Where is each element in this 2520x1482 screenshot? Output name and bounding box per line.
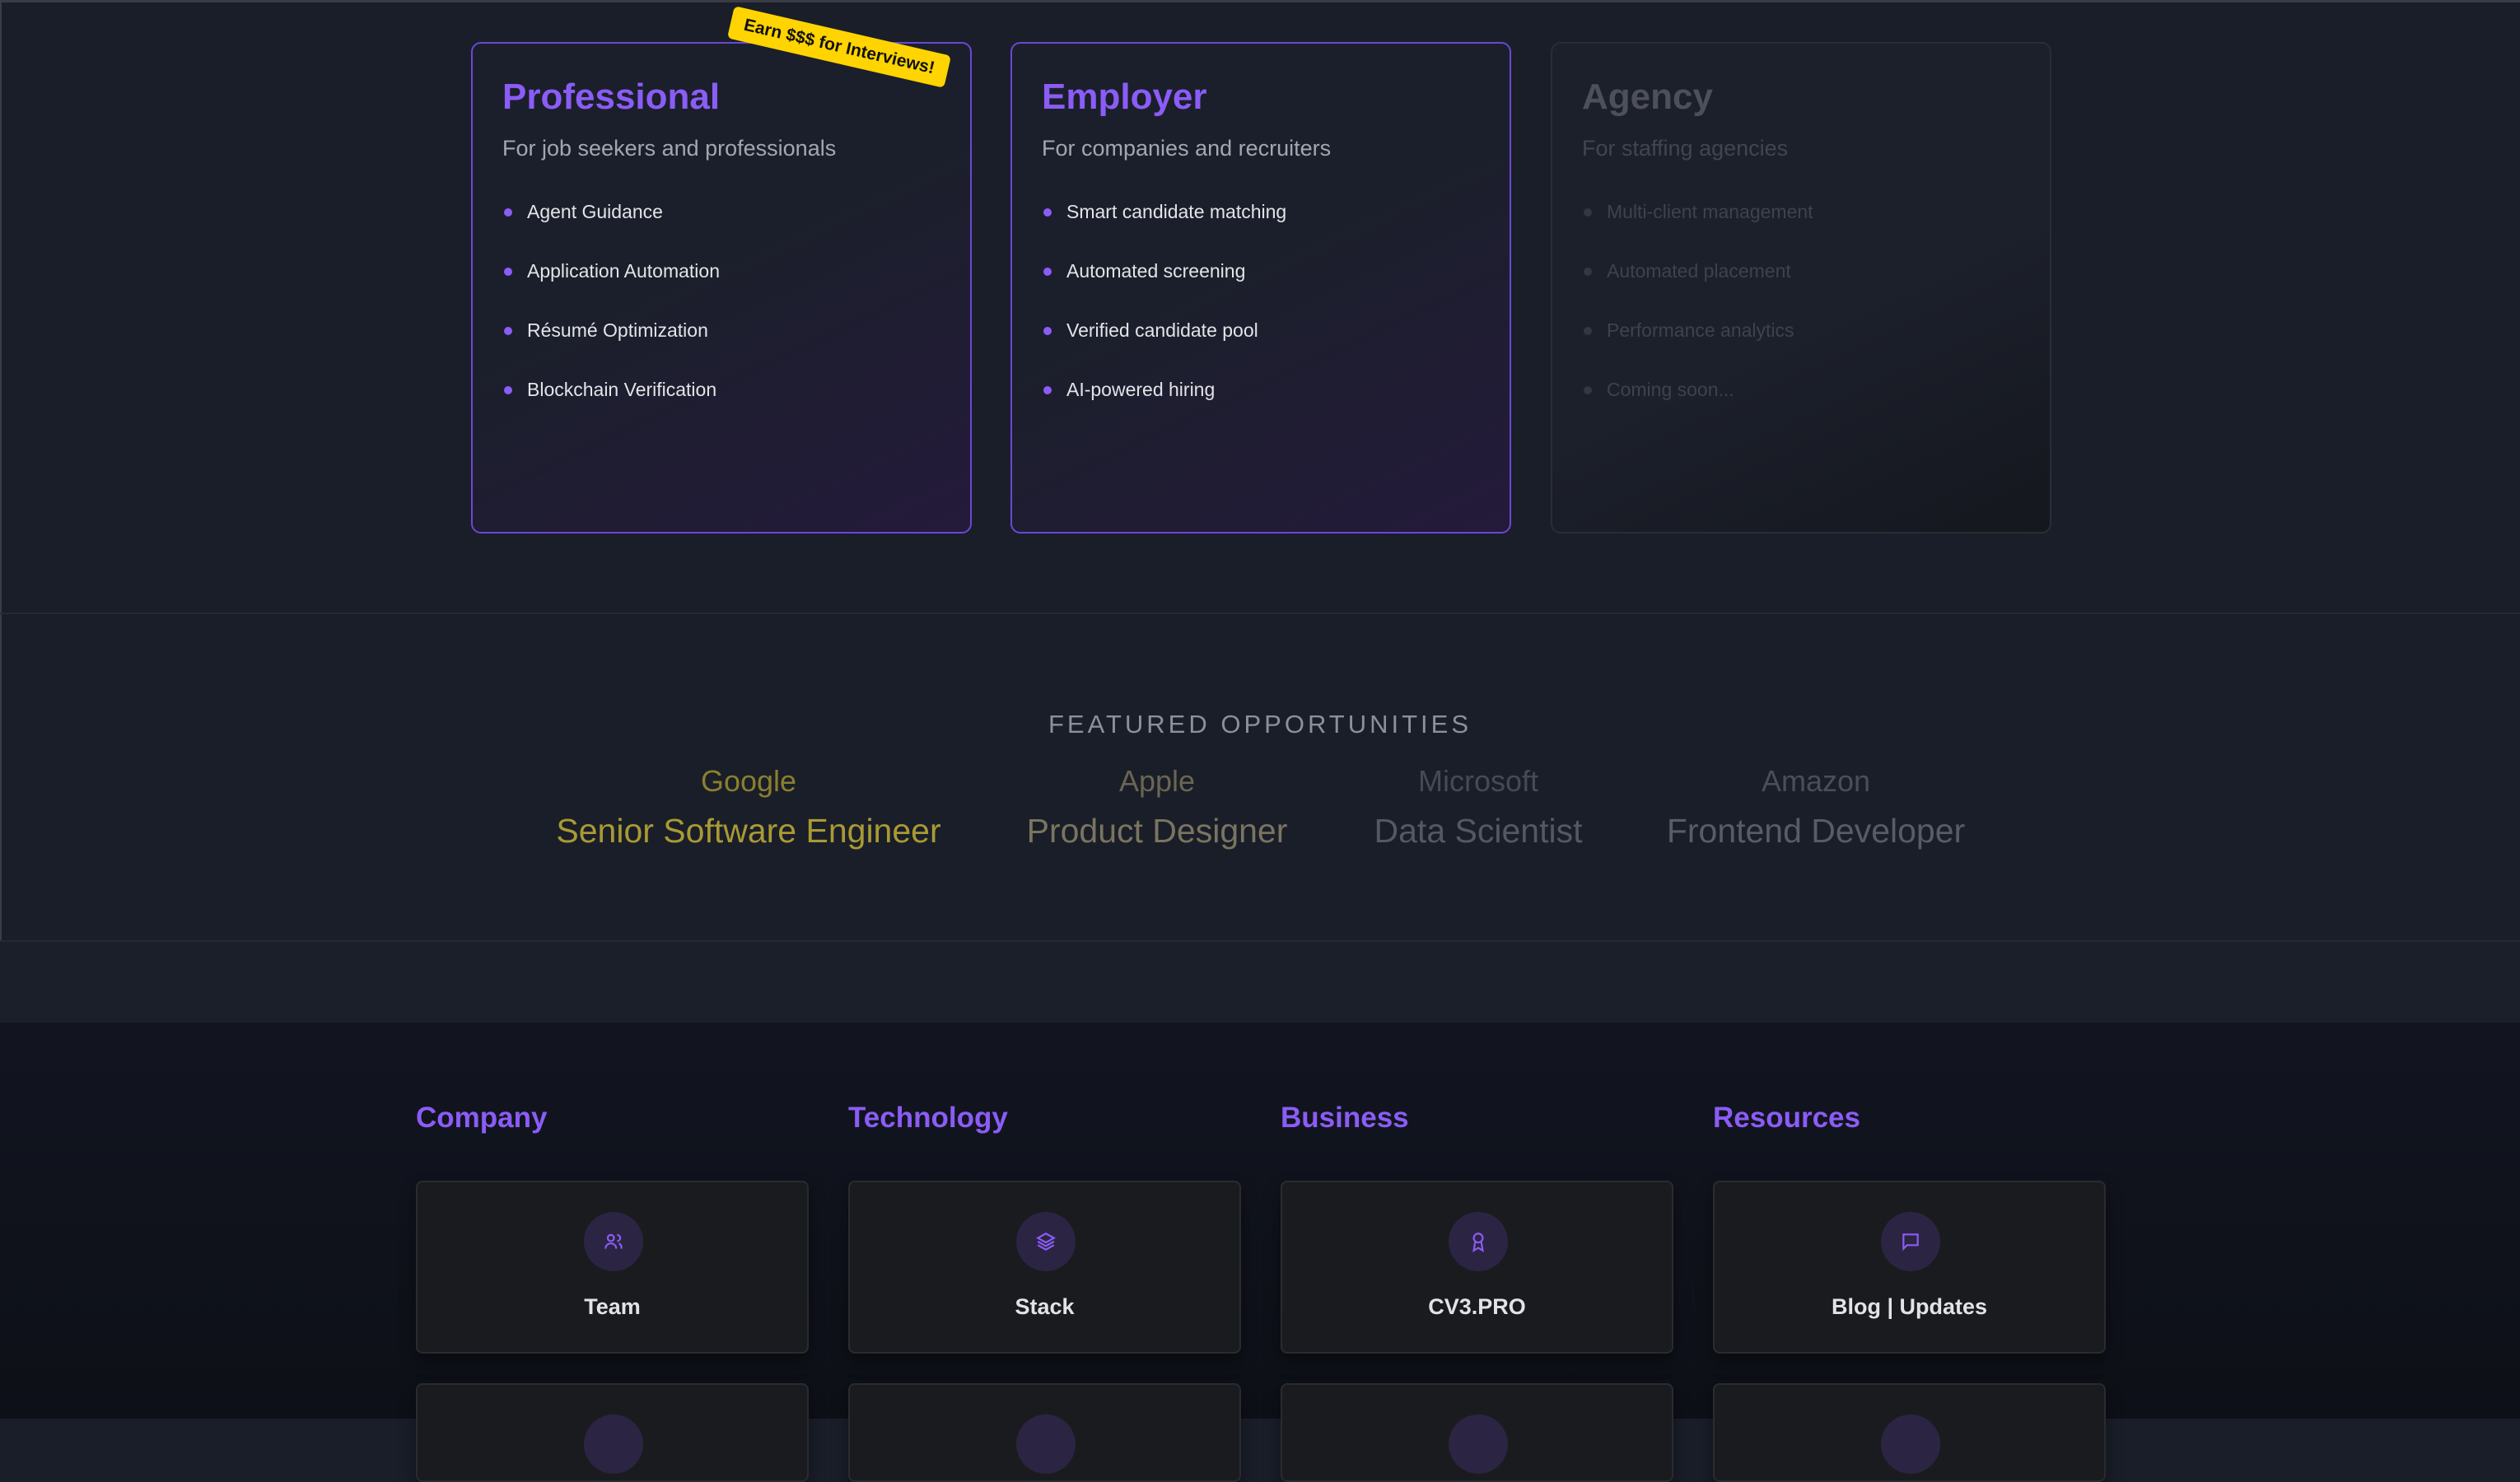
layers-icon <box>1016 1212 1076 1271</box>
feature-item: Verified candidate pool <box>1042 301 1480 360</box>
feature-item: Automated screening <box>1042 241 1480 301</box>
feature-item: Blockchain Verification <box>502 360 940 419</box>
opportunity-role: Product Designer <box>1026 812 1288 850</box>
footer-heading-technology: Technology <box>848 1102 1008 1134</box>
bullet-icon <box>1043 386 1052 394</box>
opportunity-microsoft[interactable]: Microsoft Data Scientist <box>1231 764 1725 851</box>
footer-link-blog[interactable]: Blog | Updates <box>1713 1181 2106 1354</box>
plan-title: Agency <box>1582 77 1713 117</box>
feature-label: Application Automation <box>527 260 720 282</box>
plan-card-agency: Agency For staffing agencies Multi-clien… <box>1551 42 2051 534</box>
plan-subtitle: For job seekers and professionals <box>502 136 837 161</box>
feature-item: Multi-client management <box>1582 182 2020 241</box>
opportunity-amazon[interactable]: Amazon Frontend Developer <box>1569 764 2063 851</box>
footer-link-label: CV3.PRO <box>1428 1294 1526 1319</box>
footer-link-team[interactable]: Team <box>416 1181 809 1354</box>
feature-item: Performance analytics <box>1582 301 2020 360</box>
footer-link-card[interactable] <box>416 1383 809 1482</box>
feature-label: Performance analytics <box>1607 319 1794 341</box>
featured-title: FEATURED OPPORTUNITIES <box>1048 710 1472 739</box>
bullet-icon <box>1584 327 1592 335</box>
plan-subtitle: For companies and recruiters <box>1042 136 1332 161</box>
footer-link-card[interactable] <box>1281 1383 1673 1482</box>
plan-card-employer[interactable]: Employer For companies and recruiters Sm… <box>1010 42 1511 534</box>
bullet-icon <box>504 208 512 217</box>
feature-label: Automated screening <box>1066 260 1246 282</box>
bullet-icon <box>1584 268 1592 276</box>
plan-subtitle: For staffing agencies <box>1582 136 1789 161</box>
feature-item: Résumé Optimization <box>502 301 940 360</box>
opportunity-google[interactable]: Google Senior Software Engineer <box>502 764 996 851</box>
footer-heading-company: Company <box>416 1102 548 1134</box>
footer-link-label: Blog | Updates <box>1831 1294 1988 1319</box>
footer-link-stack[interactable]: Stack <box>848 1181 1241 1354</box>
window-border-top <box>0 0 2520 2</box>
footer-heading-resources: Resources <box>1713 1102 1860 1134</box>
plan-card-professional[interactable]: Professional For job seekers and profess… <box>471 42 972 534</box>
opportunity-company: Apple <box>1118 764 1196 798</box>
feature-item: Smart candidate matching <box>1042 182 1480 241</box>
feature-label: Multi-client management <box>1607 201 1813 222</box>
footer-link-label: Stack <box>1015 1294 1075 1319</box>
section-divider <box>0 940 2520 942</box>
feature-item: Coming soon... <box>1582 360 2020 419</box>
feature-label: Agent Guidance <box>527 201 663 222</box>
opportunity-role: Senior Software Engineer <box>556 812 941 850</box>
link-icon <box>1881 1414 1940 1474</box>
opportunity-company: Microsoft <box>1417 764 1539 798</box>
feature-item: Automated placement <box>1582 241 2020 301</box>
bullet-icon <box>504 327 512 335</box>
opportunity-company: Google <box>700 764 797 798</box>
opportunity-company: Amazon <box>1761 764 1871 798</box>
footer-heading-business: Business <box>1281 1102 1409 1134</box>
bullet-icon <box>1043 327 1052 335</box>
bullet-icon <box>1584 208 1592 217</box>
feature-label: Résumé Optimization <box>527 319 708 341</box>
feature-label: Coming soon... <box>1607 379 1734 400</box>
bullet-icon <box>1043 268 1052 276</box>
footer-link-label: Team <box>584 1294 641 1319</box>
feature-label: Automated placement <box>1607 260 1791 282</box>
footer-link-card[interactable] <box>1713 1383 2106 1482</box>
feature-item: Application Automation <box>502 241 940 301</box>
section-divider <box>0 613 2520 614</box>
feature-item: AI-powered hiring <box>1042 360 1480 419</box>
opportunity-role: Data Scientist <box>1374 812 1583 850</box>
opportunity-apple[interactable]: Apple Product Designer <box>910 764 1404 851</box>
feature-label: Smart candidate matching <box>1066 201 1287 222</box>
footer-link-card[interactable] <box>848 1383 1241 1482</box>
plan-title: Professional <box>502 77 721 117</box>
users-icon <box>584 1212 643 1271</box>
link-icon <box>1449 1414 1508 1474</box>
feature-label: AI-powered hiring <box>1066 379 1216 400</box>
footer <box>0 1023 2520 1419</box>
link-icon <box>584 1414 643 1474</box>
footer-link-cv3pro[interactable]: CV3.PRO <box>1281 1181 1673 1354</box>
bullet-icon <box>1043 208 1052 217</box>
feature-label: Verified candidate pool <box>1066 319 1258 341</box>
spacer-band <box>0 942 2520 1023</box>
bullet-icon <box>504 386 512 394</box>
feature-label: Blockchain Verification <box>527 379 717 400</box>
bullet-icon <box>504 268 512 276</box>
opportunity-role: Frontend Developer <box>1666 812 1966 850</box>
link-icon <box>1016 1414 1076 1474</box>
window-border-left <box>0 0 2 1419</box>
plan-title: Employer <box>1042 77 1207 117</box>
message-square-icon <box>1881 1212 1940 1271</box>
feature-item: Agent Guidance <box>502 182 940 241</box>
bullet-icon <box>1584 386 1592 394</box>
award-icon <box>1449 1212 1508 1271</box>
